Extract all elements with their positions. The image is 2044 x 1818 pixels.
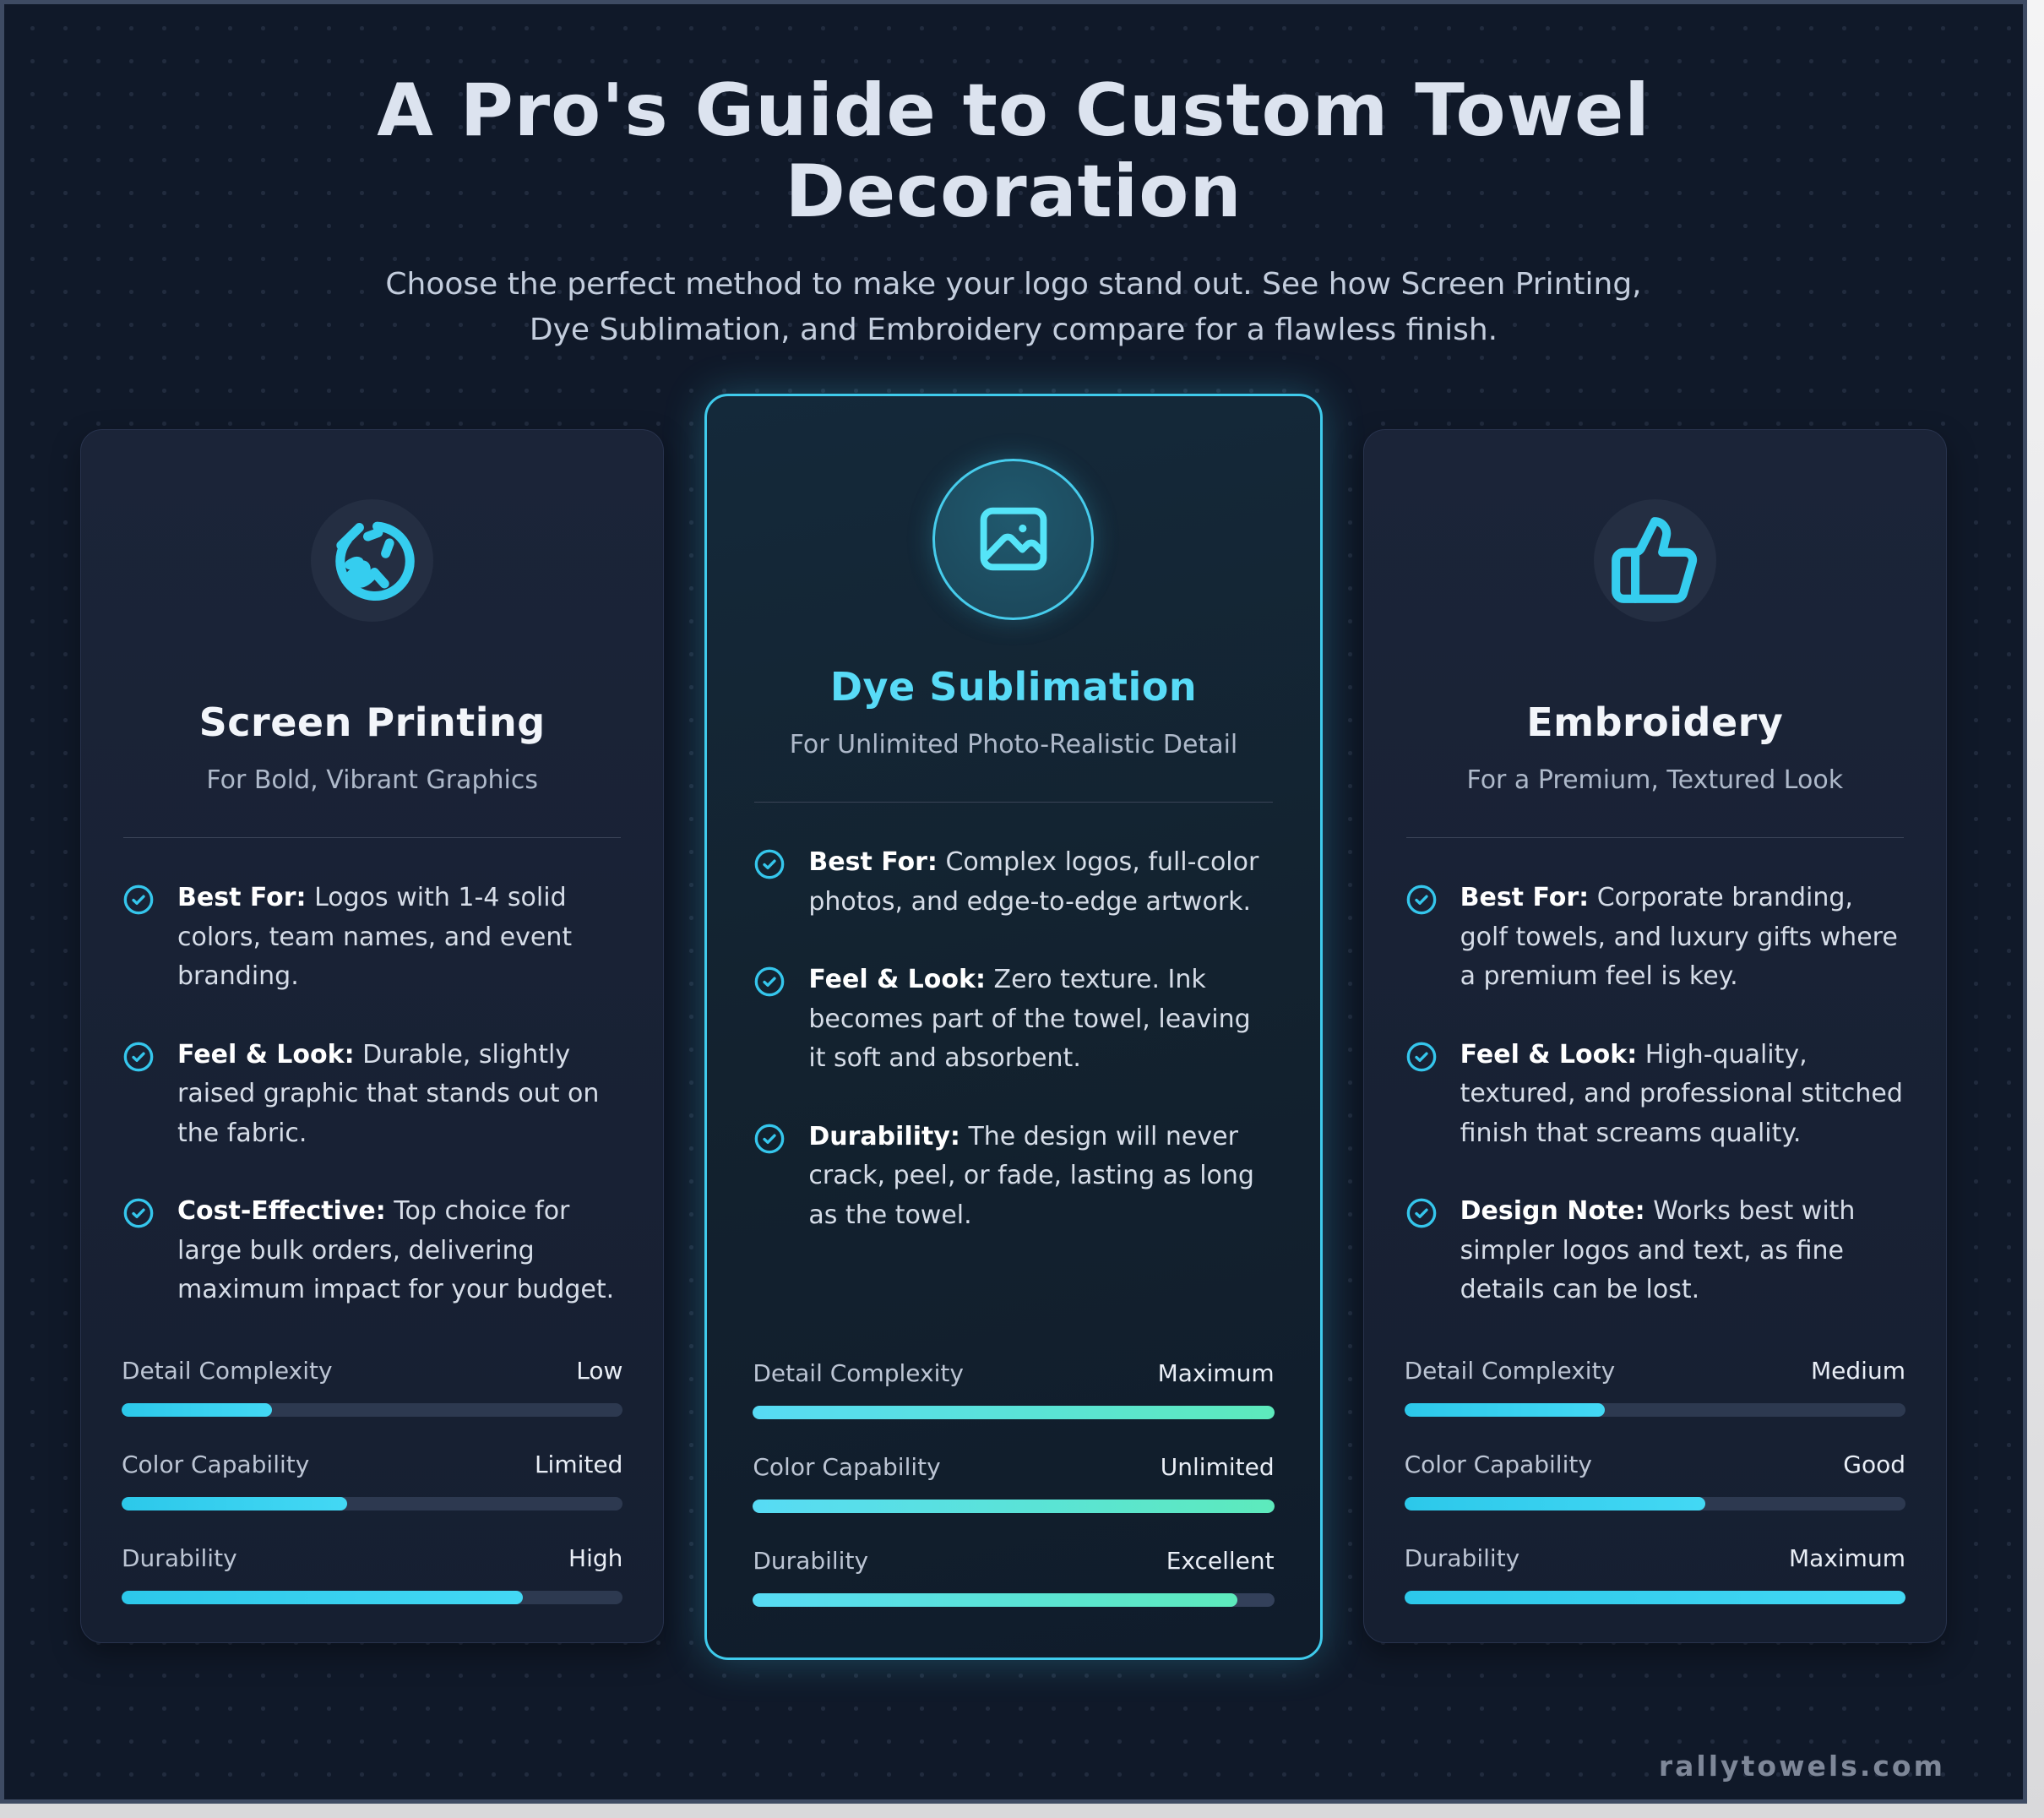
meter-detail-complexity: Detail Complexity Maximum	[753, 1359, 1275, 1419]
card-title: Embroidery	[1526, 699, 1784, 745]
bullet-list: Best For: Logos with 1-4 solid colors, t…	[122, 879, 622, 1310]
divider	[1405, 837, 1904, 839]
bullet-item: Feel & Look: Zero texture. Ink becomes p…	[753, 961, 1274, 1079]
card-screen-printing: Screen Printing For Bold, Vibrant Graphi…	[80, 428, 665, 1643]
meter-durability: Durability Excellent	[753, 1547, 1275, 1607]
bullet-item: Cost-Effective: Top choice for large bul…	[122, 1192, 622, 1310]
bullet-text: Design Note: Works best with simpler log…	[1460, 1196, 1856, 1305]
bullet-text: Feel & Look: High-quality, textured, and…	[1460, 1039, 1903, 1148]
check-circle-icon	[1406, 1042, 1436, 1071]
meter-fill	[753, 1499, 1275, 1513]
meter-group: Detail Complexity Low Color Capability Lim…	[122, 1310, 623, 1604]
icon-circle	[311, 498, 434, 622]
page-title: A Pro's Guide to Custom Towel Decoration	[377, 68, 1650, 235]
check-circle-icon	[755, 966, 785, 997]
card-subtitle: For Bold, Vibrant Graphics	[206, 765, 538, 795]
bullet-item: Best For: Complex logos, full-color phot…	[753, 843, 1274, 922]
meter-track	[122, 1402, 623, 1417]
bullet-text: Best For: Logos with 1-4 solid colors, t…	[177, 883, 573, 992]
meter-track	[1404, 1590, 1905, 1604]
meter-track	[753, 1405, 1275, 1419]
card-subtitle: For Unlimited Photo-Realistic Detail	[789, 729, 1238, 759]
brand-watermark: rallytowels.com	[1658, 1750, 1945, 1783]
check-circle-icon	[1406, 1198, 1436, 1228]
bullet-item: Design Note: Works best with simpler log…	[1405, 1192, 1905, 1310]
meter-fill	[753, 1592, 1238, 1607]
meter-fill	[122, 1590, 523, 1604]
meter-track	[122, 1496, 623, 1510]
bullet-list: Best For: Complex logos, full-color phot…	[753, 843, 1274, 1235]
meter-group: Detail Complexity Maximum Color Capabilit…	[753, 1313, 1275, 1607]
meter-fill	[1404, 1496, 1705, 1510]
bullet-text: Best For: Complex logos, full-color phot…	[808, 847, 1259, 917]
meter-fill	[753, 1405, 1275, 1419]
meter-color-capability: Color Capability Good	[1404, 1451, 1905, 1510]
meter-fill	[1404, 1402, 1605, 1417]
meter-track	[1404, 1496, 1905, 1510]
icon-circle	[932, 458, 1095, 620]
bullet-text: Best For: Corporate branding, golf towel…	[1460, 883, 1898, 992]
bullet-item: Durability: The design will never crack,…	[753, 1118, 1274, 1236]
icon-circle	[1593, 498, 1716, 622]
photo-image-icon	[971, 497, 1056, 581]
check-circle-icon	[1406, 885, 1436, 915]
meter-fill	[1404, 1590, 1905, 1604]
meter-fill	[122, 1496, 348, 1510]
meter-fill	[122, 1402, 272, 1417]
meter-durability: Durability Maximum	[1404, 1544, 1905, 1604]
card-title: Screen Printing	[198, 699, 546, 745]
bullet-item: Feel & Look: High-quality, textured, and…	[1405, 1036, 1905, 1154]
bullet-item: Best For: Logos with 1-4 solid colors, t…	[122, 879, 622, 997]
card-embroidery: Embroidery For a Premium, Textured Look …	[1362, 428, 1947, 1643]
card-subtitle: For a Premium, Textured Look	[1466, 765, 1844, 795]
bullet-text: Feel & Look: Durable, slightly raised gr…	[177, 1039, 600, 1148]
meter-track	[753, 1592, 1275, 1607]
divider	[754, 802, 1273, 803]
meter-color-capability: Color Capability Unlimited	[753, 1453, 1275, 1513]
card-dye-sublimation: Dye Sublimation For Unlimited Photo-Real…	[704, 393, 1323, 1660]
meter-color-capability: Color Capability Limited	[122, 1451, 623, 1510]
check-circle-icon	[755, 1124, 785, 1153]
check-circle-icon	[123, 1198, 154, 1228]
bullet-text: Feel & Look: Zero texture. Ink becomes p…	[808, 965, 1251, 1074]
check-circle-icon	[123, 885, 154, 915]
meter-group: Detail Complexity Medium Color Capability…	[1404, 1310, 1905, 1604]
bullet-text: Cost-Effective: Top choice for large bul…	[177, 1196, 615, 1305]
page-subtitle: Choose the perfect method to make your l…	[385, 266, 1642, 347]
card-title: Dye Sublimation	[829, 663, 1198, 710]
bullet-item: Best For: Corporate branding, golf towel…	[1405, 879, 1905, 997]
meter-track	[122, 1590, 623, 1604]
meter-durability: Durability High	[122, 1544, 623, 1604]
bullet-item: Feel & Look: Durable, slightly raised gr…	[122, 1036, 622, 1154]
meter-track	[753, 1499, 1275, 1513]
screen-printing-scribble-icon	[326, 514, 419, 607]
meter-detail-complexity: Detail Complexity Low	[122, 1357, 623, 1417]
check-circle-icon	[755, 849, 785, 879]
check-circle-icon	[123, 1042, 154, 1071]
meter-detail-complexity: Detail Complexity Medium	[1404, 1357, 1905, 1417]
divider	[123, 837, 622, 839]
bullet-text: Durability: The design will never crack,…	[808, 1121, 1254, 1230]
thumbs-up-stitch-icon	[1608, 514, 1701, 607]
method-cards-row: Screen Printing For Bold, Vibrant Graphi…	[4, 393, 2023, 1660]
bullet-list: Best For: Corporate branding, golf towel…	[1405, 879, 1905, 1310]
meter-track	[1404, 1402, 1905, 1417]
